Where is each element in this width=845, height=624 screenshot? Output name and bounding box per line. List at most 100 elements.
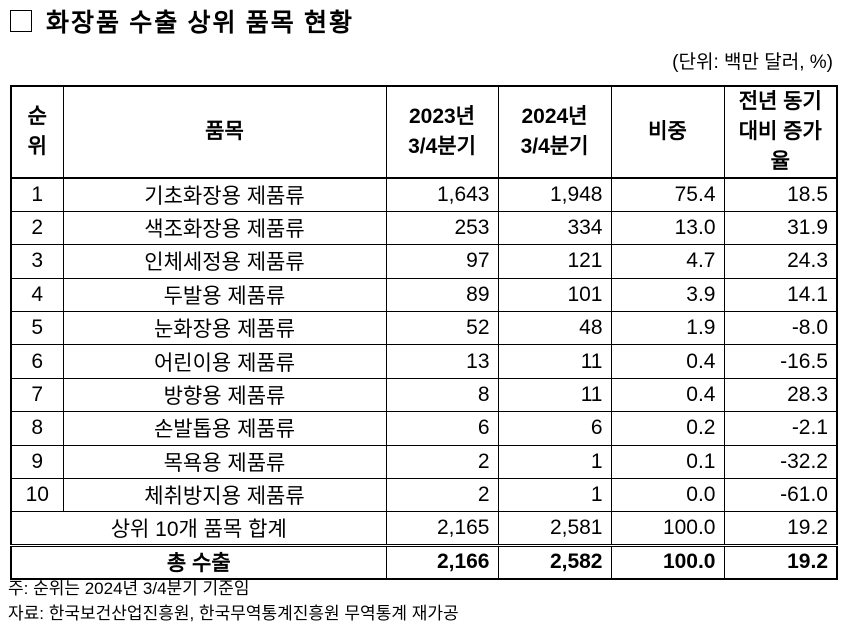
data-row: 10 체취방지용 제품류 2 1 0.0 -61.0 [10, 478, 838, 513]
cell: 100.0 [610, 544, 725, 580]
cell: 97 [385, 244, 499, 279]
unit: (단위: 백만 달러, %) [672, 52, 833, 73]
header-line: 위 [27, 135, 47, 158]
cell: 19.2 [723, 544, 838, 580]
data-row: 4 두발용 제품류 89 101 3.9 14.1 [10, 277, 838, 313]
cell: 1,643 [385, 177, 499, 212]
cell: 89 [385, 277, 499, 313]
cell: 1 [10, 177, 64, 212]
header-cell: 2024년 3/4분기 [497, 85, 612, 179]
item-name: 기초화장용 제품류 [62, 177, 387, 212]
cell: 18.5 [723, 177, 838, 212]
total-label: 총 수출 [10, 544, 387, 580]
cell: 2,581 [497, 511, 612, 546]
cell: 2,582 [497, 544, 612, 580]
data-row: 3 인체세정용 제품류 97 121 4.7 24.3 [10, 244, 838, 279]
cell: 1,948 [497, 177, 612, 212]
cell: -2.1 [723, 411, 838, 446]
item-name: 목욕용 제품류 [62, 444, 387, 480]
cell: 0.4 [610, 344, 725, 379]
cell: 0.1 [610, 444, 725, 480]
header-line: 품목 [205, 120, 244, 143]
cell: 334 [497, 210, 612, 246]
cell: 13 [385, 344, 499, 379]
cell: 3.9 [610, 277, 725, 313]
title-row: 화장품 수출 상위 품목 현황 [10, 4, 354, 38]
cell: 19.2 [723, 511, 838, 546]
cell: 101 [497, 277, 612, 313]
cell: 8 [10, 411, 64, 446]
cell: 1.9 [610, 311, 725, 346]
item-name: 체취방지용 제품류 [62, 478, 387, 513]
cell: 4.7 [610, 244, 725, 279]
title: 화장품 수출 상위 품목 현황 [46, 10, 355, 37]
header-line: 3/4분기 [408, 135, 476, 158]
cell: -8.0 [723, 311, 838, 346]
cell: 121 [497, 244, 612, 279]
item-name: 눈화장용 제품류 [62, 311, 387, 346]
data-row: 6 어린이용 제품류 13 11 0.4 -16.5 [10, 344, 838, 379]
cell: 2,166 [385, 544, 499, 580]
data-row: 9 목욕용 제품류 2 1 0.1 -32.2 [10, 444, 838, 480]
cell: 5 [10, 311, 64, 346]
cell: 0.4 [610, 377, 725, 413]
header-line: 2024년 [521, 105, 588, 128]
cell: 1 [497, 444, 612, 480]
cell: -61.0 [723, 478, 838, 513]
data-row: 8 손발톱용 제품류 6 6 0.2 -2.1 [10, 411, 838, 446]
cell: 3 [10, 244, 64, 279]
cell: 28.3 [723, 377, 838, 413]
item-name: 손발톱용 제품류 [62, 411, 387, 446]
cell: 11 [497, 344, 612, 379]
cell: 48 [497, 311, 612, 346]
cell: 9 [10, 444, 64, 480]
subtotal-label: 상위 10개 품목 합계 [10, 511, 387, 546]
cell: 11 [497, 377, 612, 413]
header-line: 비중 [648, 120, 687, 143]
header-line: 2023년 [408, 105, 476, 128]
header-line: 순 [27, 105, 47, 128]
item-name: 색조화장용 제품류 [62, 210, 387, 246]
cell: 100.0 [610, 511, 725, 546]
table-body: 1 기초화장용 제품류 1,643 1,948 75.4 18.5 2 색조화장용 제품류 25… [10, 177, 838, 580]
cell: -16.5 [723, 344, 838, 379]
cell: 2 [10, 210, 64, 246]
cell: 14.1 [723, 277, 838, 313]
note: 주: 순위는 2024년 3/4분기 기준임 [8, 579, 250, 598]
header-cell: 비중 [610, 85, 725, 179]
cell: 24.3 [723, 244, 838, 279]
header-cell: 품목 [62, 85, 387, 179]
cell: 6 [497, 411, 612, 446]
cell: -32.2 [723, 444, 838, 480]
item-name: 인체세정용 제품류 [62, 244, 387, 279]
item-name: 어린이용 제품류 [62, 344, 387, 379]
header-line: 3/4분기 [520, 135, 589, 158]
header-line: 대비 증가율 [738, 120, 822, 173]
cell: 0.2 [610, 411, 725, 446]
cell: 10 [10, 478, 64, 513]
cell: 6 [385, 411, 499, 446]
cell: 1 [497, 478, 612, 513]
cell: 52 [385, 311, 499, 346]
data-row: 1 기초화장용 제품류 1,643 1,948 75.4 18.5 [10, 177, 838, 212]
header-cell: 2023년 3/4분기 [385, 85, 499, 179]
cell: 75.4 [610, 177, 725, 212]
cell: 6 [10, 344, 64, 379]
source: 자료: 한국보건산업진흥원, 한국무역통계진흥원 무역통계 재가공 [8, 604, 459, 623]
item-name: 방향용 제품류 [62, 377, 387, 413]
cell: 31.9 [723, 210, 838, 246]
data-row: 7 방향용 제품류 8 11 0.4 28.3 [10, 377, 838, 413]
cell: 7 [10, 377, 64, 413]
cell: 13.0 [610, 210, 725, 246]
cell: 8 [385, 377, 499, 413]
cell: 4 [10, 277, 64, 313]
data-row: 5 눈화장용 제품류 52 48 1.9 -8.0 [10, 311, 838, 346]
item-name: 두발용 제품류 [62, 277, 387, 313]
header-line: 전년 동기 [738, 90, 822, 113]
